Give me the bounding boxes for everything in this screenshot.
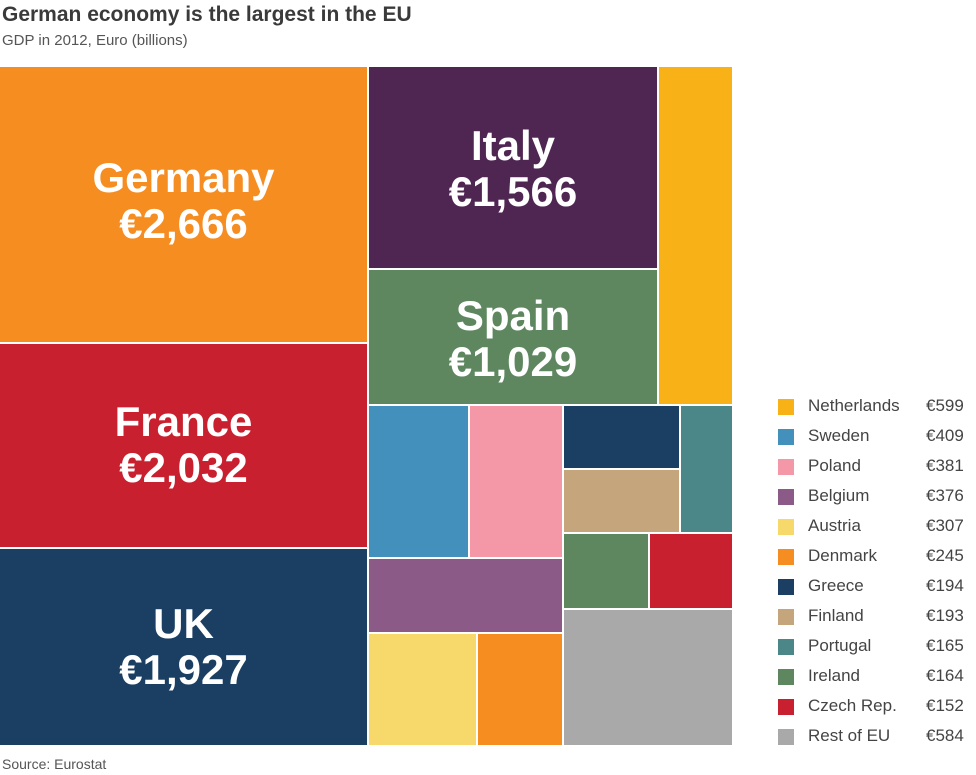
legend-swatch — [778, 669, 794, 685]
legend-value: €165 — [926, 636, 964, 655]
tile-greece — [564, 406, 679, 468]
tile-belgium — [369, 559, 562, 632]
legend-value: €194 — [926, 576, 964, 595]
legend-label: Finland — [808, 606, 864, 625]
legend-label: Ireland — [808, 666, 860, 685]
legend-value: €152 — [926, 696, 964, 715]
legend-label: Poland — [808, 456, 861, 475]
legend-label: Belgium — [808, 486, 870, 505]
legend-value: €409 — [926, 426, 964, 445]
tile-france: France €2,032 — [0, 344, 367, 547]
legend-swatch — [778, 429, 794, 445]
legend-item-denmark: Denmark €245 — [776, 543, 976, 573]
legend-swatch — [778, 489, 794, 505]
tile-austria — [369, 634, 476, 745]
legend-label: Netherlands — [808, 396, 900, 415]
legend-item-rest-of-eu: Rest of EU €584 — [776, 723, 976, 753]
tile-italy-value: €1,566 — [448, 168, 578, 215]
tile-ireland — [564, 534, 648, 608]
legend-value: €164 — [926, 666, 964, 685]
tile-uk-value: €1,927 — [119, 646, 248, 693]
source-note: Source: Eurostat — [2, 756, 107, 772]
legend-swatch — [778, 459, 794, 475]
legend-label: Rest of EU — [808, 726, 891, 745]
legend-item-sweden: Sweden €409 — [776, 423, 976, 453]
tile-france-name: France — [114, 398, 253, 445]
legend-value: €599 — [926, 396, 964, 415]
tile-poland — [470, 406, 562, 557]
legend-item-ireland: Ireland €164 — [776, 663, 976, 693]
legend-swatch — [778, 699, 794, 715]
tile-netherlands — [659, 67, 732, 404]
legend-value: €307 — [926, 516, 964, 535]
tile-sweden — [369, 406, 468, 557]
tile-germany: Germany €2,666 — [0, 67, 367, 342]
tile-spain-name: Spain — [455, 292, 571, 339]
tile-finland — [564, 470, 679, 532]
legend-value: €584 — [926, 726, 964, 745]
legend-label: Austria — [808, 516, 861, 535]
legend-item-netherlands: Netherlands €599 — [776, 393, 976, 423]
legend-swatch — [778, 729, 794, 745]
legend-item-poland: Poland €381 — [776, 453, 976, 483]
tile-uk: UK €1,927 — [0, 549, 367, 745]
tile-uk-name: UK — [153, 600, 214, 647]
legend-item-austria: Austria €307 — [776, 513, 976, 543]
legend-item-finland: Finland €193 — [776, 603, 976, 633]
legend-label: Denmark — [808, 546, 877, 565]
legend-value: €376 — [926, 486, 964, 505]
legend-swatch — [778, 519, 794, 535]
tile-italy: Italy €1,566 — [369, 67, 657, 268]
tile-portugal — [681, 406, 732, 532]
tile-italy-name: Italy — [470, 122, 556, 169]
tile-spain: Spain €1,029 — [369, 270, 657, 404]
legend-value: €193 — [926, 606, 964, 625]
chart-title: German economy is the largest in the EU — [2, 3, 412, 26]
legend-swatch — [778, 579, 794, 595]
legend: Netherlands €599 Sweden €409 Poland €381 Be… — [776, 393, 976, 753]
legend-item-greece: Greece €194 — [776, 573, 976, 603]
legend-label: Czech Rep. — [808, 696, 897, 715]
tile-germany-value: €2,666 — [119, 200, 248, 247]
legend-item-czech: Czech Rep. €152 — [776, 693, 976, 723]
legend-swatch — [778, 639, 794, 655]
legend-item-portugal: Portugal €165 — [776, 633, 976, 663]
legend-swatch — [778, 549, 794, 565]
tile-rest-of-eu — [564, 610, 732, 745]
legend-label: Portugal — [808, 636, 872, 655]
tile-germany-name: Germany — [92, 154, 275, 201]
legend-label: Sweden — [808, 426, 870, 445]
tile-czech — [650, 534, 732, 608]
legend-swatch — [778, 399, 794, 415]
chart-subtitle: GDP in 2012, Euro (billions) — [2, 32, 188, 49]
legend-label: Greece — [808, 576, 864, 595]
tile-spain-value: €1,029 — [448, 338, 578, 385]
tile-france-value: €2,032 — [119, 444, 248, 491]
legend-swatch — [778, 609, 794, 625]
legend-value: €245 — [926, 546, 964, 565]
tile-denmark — [478, 634, 562, 745]
legend-value: €381 — [926, 456, 964, 475]
legend-item-belgium: Belgium €376 — [776, 483, 976, 513]
